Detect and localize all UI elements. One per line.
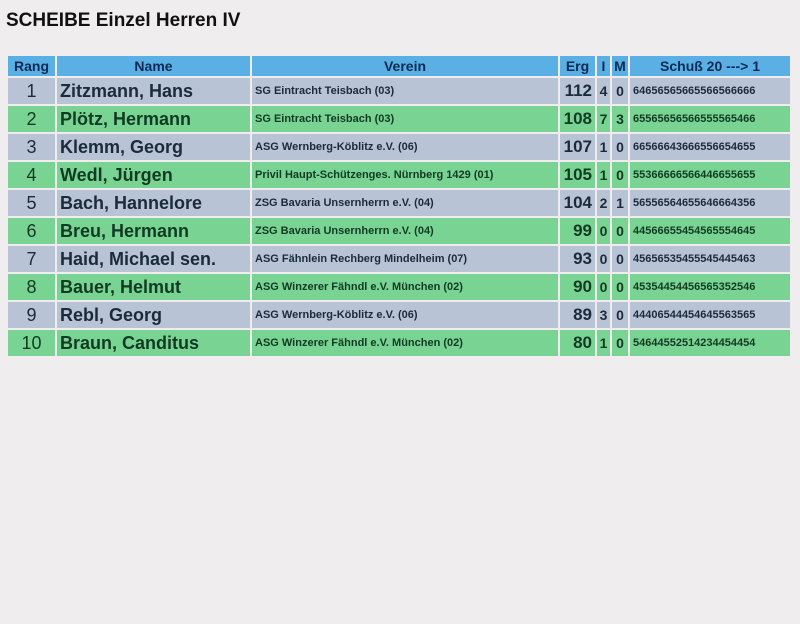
table-row: 4 Wedl, Jürgen Privil Haupt-Schützenges. N…: [8, 162, 792, 188]
col-rang: Rang: [8, 56, 57, 76]
cell-verein: Privil Haupt-Schützenges. Nürnberg 1429 …: [252, 162, 560, 188]
cell-name: Zitzmann, Hans: [57, 78, 252, 104]
cell-rang: 7: [8, 246, 57, 272]
col-name: Name: [57, 56, 252, 76]
cell-name: Rebl, Georg: [57, 302, 252, 328]
cell-rang: 1: [8, 78, 57, 104]
table-row: 3 Klemm, Georg ASG Wernberg-Köblitz e.V. (…: [8, 134, 792, 160]
cell-i: 0: [597, 274, 612, 300]
cell-rang: 6: [8, 218, 57, 244]
cell-name: Klemm, Georg: [57, 134, 252, 160]
page-title: SCHEIBE Einzel Herren IV: [6, 10, 241, 31]
col-schuss: Schuß 20 ---> 1: [630, 56, 792, 76]
cell-rang: 10: [8, 330, 57, 356]
cell-m: 0: [612, 302, 630, 328]
cell-i: 1: [597, 134, 612, 160]
cell-erg: 107: [560, 134, 597, 160]
table-row: 10 Braun, Canditus ASG Winzerer Fähndl e.V…: [8, 330, 792, 356]
cell-erg: 89: [560, 302, 597, 328]
cell-name: Wedl, Jürgen: [57, 162, 252, 188]
cell-name: Bauer, Helmut: [57, 274, 252, 300]
cell-m: 0: [612, 330, 630, 356]
cell-rang: 9: [8, 302, 57, 328]
cell-name: Braun, Canditus: [57, 330, 252, 356]
cell-erg: 112: [560, 78, 597, 104]
cell-verein: SG Eintracht Teisbach (03): [252, 106, 560, 132]
cell-i: 3: [597, 302, 612, 328]
table-row: 2 Plötz, Hermann SG Eintracht Teisbach (03…: [8, 106, 792, 132]
table-row: 6 Breu, Hermann ZSG Bavaria Unsernherrn e.…: [8, 218, 792, 244]
cell-verein: ASG Winzerer Fähndl e.V. München (02): [252, 274, 560, 300]
cell-i: 2: [597, 190, 612, 216]
cell-schuss: 64656565665566566666: [630, 78, 792, 104]
cell-i: 1: [597, 330, 612, 356]
cell-name: Plötz, Hermann: [57, 106, 252, 132]
table-row: 5 Bach, Hannelore ZSG Bavaria Unsernherrn …: [8, 190, 792, 216]
col-i: I: [597, 56, 612, 76]
cell-name: Bach, Hannelore: [57, 190, 252, 216]
cell-erg: 99: [560, 218, 597, 244]
cell-rang: 4: [8, 162, 57, 188]
cell-schuss: 44406544454645563565: [630, 302, 792, 328]
cell-i: 7: [597, 106, 612, 132]
cell-name: Haid, Michael sen.: [57, 246, 252, 272]
cell-erg: 90: [560, 274, 597, 300]
cell-i: 0: [597, 246, 612, 272]
cell-erg: 93: [560, 246, 597, 272]
table-row: 7 Haid, Michael sen. ASG Fähnlein Rechberg…: [8, 246, 792, 272]
cell-erg: 108: [560, 106, 597, 132]
col-m: M: [612, 56, 630, 76]
cell-schuss: 44566655454565554645: [630, 218, 792, 244]
cell-m: 3: [612, 106, 630, 132]
cell-m: 1: [612, 190, 630, 216]
col-erg: Erg: [560, 56, 597, 76]
cell-schuss: 45354454456565352546: [630, 274, 792, 300]
cell-name: Breu, Hermann: [57, 218, 252, 244]
results-table: Rang Name Verein Erg I M Schuß 20 ---> 1…: [8, 54, 792, 358]
header-row: Rang Name Verein Erg I M Schuß 20 ---> 1: [8, 56, 792, 76]
cell-verein: ZSG Bavaria Unsernherrn e.V. (04): [252, 190, 560, 216]
cell-schuss: 55366666566446655655: [630, 162, 792, 188]
cell-schuss: 66566643666556654655: [630, 134, 792, 160]
cell-schuss: 56556564655646664356: [630, 190, 792, 216]
cell-verein: SG Eintracht Teisbach (03): [252, 78, 560, 104]
table-row: 8 Bauer, Helmut ASG Winzerer Fähndl e.V. M…: [8, 274, 792, 300]
cell-verein: ZSG Bavaria Unsernherrn e.V. (04): [252, 218, 560, 244]
table-row: 9 Rebl, Georg ASG Wernberg-Köblitz e.V. (0…: [8, 302, 792, 328]
cell-m: 0: [612, 246, 630, 272]
cell-verein: ASG Fähnlein Rechberg Mindelheim (07): [252, 246, 560, 272]
col-verein: Verein: [252, 56, 560, 76]
cell-schuss: 45656535455545445463: [630, 246, 792, 272]
cell-rang: 2: [8, 106, 57, 132]
table-row: 1 Zitzmann, Hans SG Eintracht Teisbach (03…: [8, 78, 792, 104]
cell-rang: 5: [8, 190, 57, 216]
cell-schuss: 54644552514234454454: [630, 330, 792, 356]
cell-i: 4: [597, 78, 612, 104]
cell-m: 0: [612, 274, 630, 300]
cell-i: 1: [597, 162, 612, 188]
cell-verein: ASG Wernberg-Köblitz e.V. (06): [252, 134, 560, 160]
cell-m: 0: [612, 134, 630, 160]
cell-m: 0: [612, 78, 630, 104]
cell-erg: 104: [560, 190, 597, 216]
cell-schuss: 65565656566555565466: [630, 106, 792, 132]
cell-erg: 105: [560, 162, 597, 188]
cell-verein: ASG Wernberg-Köblitz e.V. (06): [252, 302, 560, 328]
cell-i: 0: [597, 218, 612, 244]
cell-erg: 80: [560, 330, 597, 356]
cell-verein: ASG Winzerer Fähndl e.V. München (02): [252, 330, 560, 356]
cell-rang: 3: [8, 134, 57, 160]
cell-rang: 8: [8, 274, 57, 300]
cell-m: 0: [612, 162, 630, 188]
cell-m: 0: [612, 218, 630, 244]
